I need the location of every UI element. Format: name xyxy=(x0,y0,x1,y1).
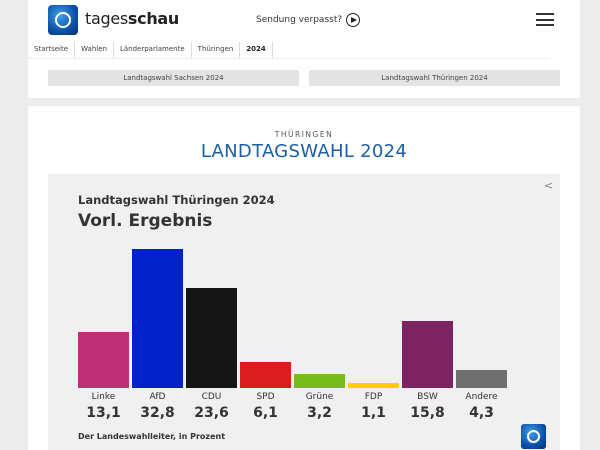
value-label: 13,1 xyxy=(86,405,121,421)
chart-title: Landtagswahl Thüringen 2024 xyxy=(78,193,275,207)
bar-grüne xyxy=(294,374,345,388)
bar-fdp xyxy=(348,383,399,388)
breadcrumb-item[interactable]: Startseite xyxy=(8,42,76,58)
breadcrumb-item[interactable]: Wahlen xyxy=(75,42,114,58)
value-label: 15,8 xyxy=(410,405,445,421)
menu-icon[interactable] xyxy=(536,13,554,26)
page-title: LANDTAGSWAHL 2024 xyxy=(200,141,408,162)
category-label: SPD xyxy=(256,392,275,402)
tab-sachsen[interactable]: Landtagswahl Sachsen 2024 xyxy=(48,70,299,86)
category-label: Andere xyxy=(465,392,498,402)
category-label: Grüne xyxy=(305,392,334,402)
brand-name[interactable]: tagesschau xyxy=(85,9,179,28)
value-label: 23,6 xyxy=(194,405,229,421)
tab-thueringen[interactable]: Landtagswahl Thüringen 2024 xyxy=(309,70,560,86)
chart: < Landtagswahl Thüringen 2024 Vorl. Erge… xyxy=(48,174,560,450)
header: tagesschau Sendung verpasst? Startseite … xyxy=(28,0,580,98)
category-label: BSW xyxy=(417,392,438,402)
chart-source: Der Landeswahlleiter, in Prozent xyxy=(78,432,226,441)
tagesschau-mini-logo-icon xyxy=(521,424,546,449)
brand-light: tages xyxy=(85,9,128,28)
value-label: 6,1 xyxy=(253,405,278,421)
category-label: FDP xyxy=(364,392,383,402)
missed-show-link[interactable]: Sendung verpasst? xyxy=(256,13,361,27)
play-icon xyxy=(346,13,361,27)
value-label: 3,2 xyxy=(307,405,332,421)
category-label: AfD xyxy=(149,392,166,402)
category-label: CDU xyxy=(201,392,222,402)
value-label: 1,1 xyxy=(361,405,386,421)
bar-linke xyxy=(78,332,129,388)
breadcrumb-item[interactable]: Thüringen xyxy=(192,42,241,58)
breadcrumb: Startseite Wahlen Länderparlamente Thüri… xyxy=(28,42,550,59)
bar-bsw xyxy=(402,321,453,388)
brand-bold: schau xyxy=(127,9,180,28)
share-icon[interactable]: < xyxy=(544,179,554,192)
chart-subtitle: Vorl. Ergebnis xyxy=(78,211,213,231)
bar-cdu xyxy=(186,287,237,388)
value-label: 4,3 xyxy=(469,405,494,421)
tagesschau-logo-icon[interactable] xyxy=(48,5,78,35)
value-label: 32,8 xyxy=(140,405,175,421)
content: THÜRINGEN LANDTAGSWAHL 2024 < Landtagswa… xyxy=(28,106,580,450)
bar-afd xyxy=(132,249,183,388)
missed-label: Sendung verpasst? xyxy=(256,15,343,25)
kicker: THÜRINGEN xyxy=(274,130,334,139)
bar-andere xyxy=(456,369,507,388)
bar-spd xyxy=(240,362,291,388)
breadcrumb-item[interactable]: 2024 xyxy=(240,42,273,58)
breadcrumb-item[interactable]: Länderparlamente xyxy=(114,42,192,58)
category-label: Linke xyxy=(91,392,116,402)
